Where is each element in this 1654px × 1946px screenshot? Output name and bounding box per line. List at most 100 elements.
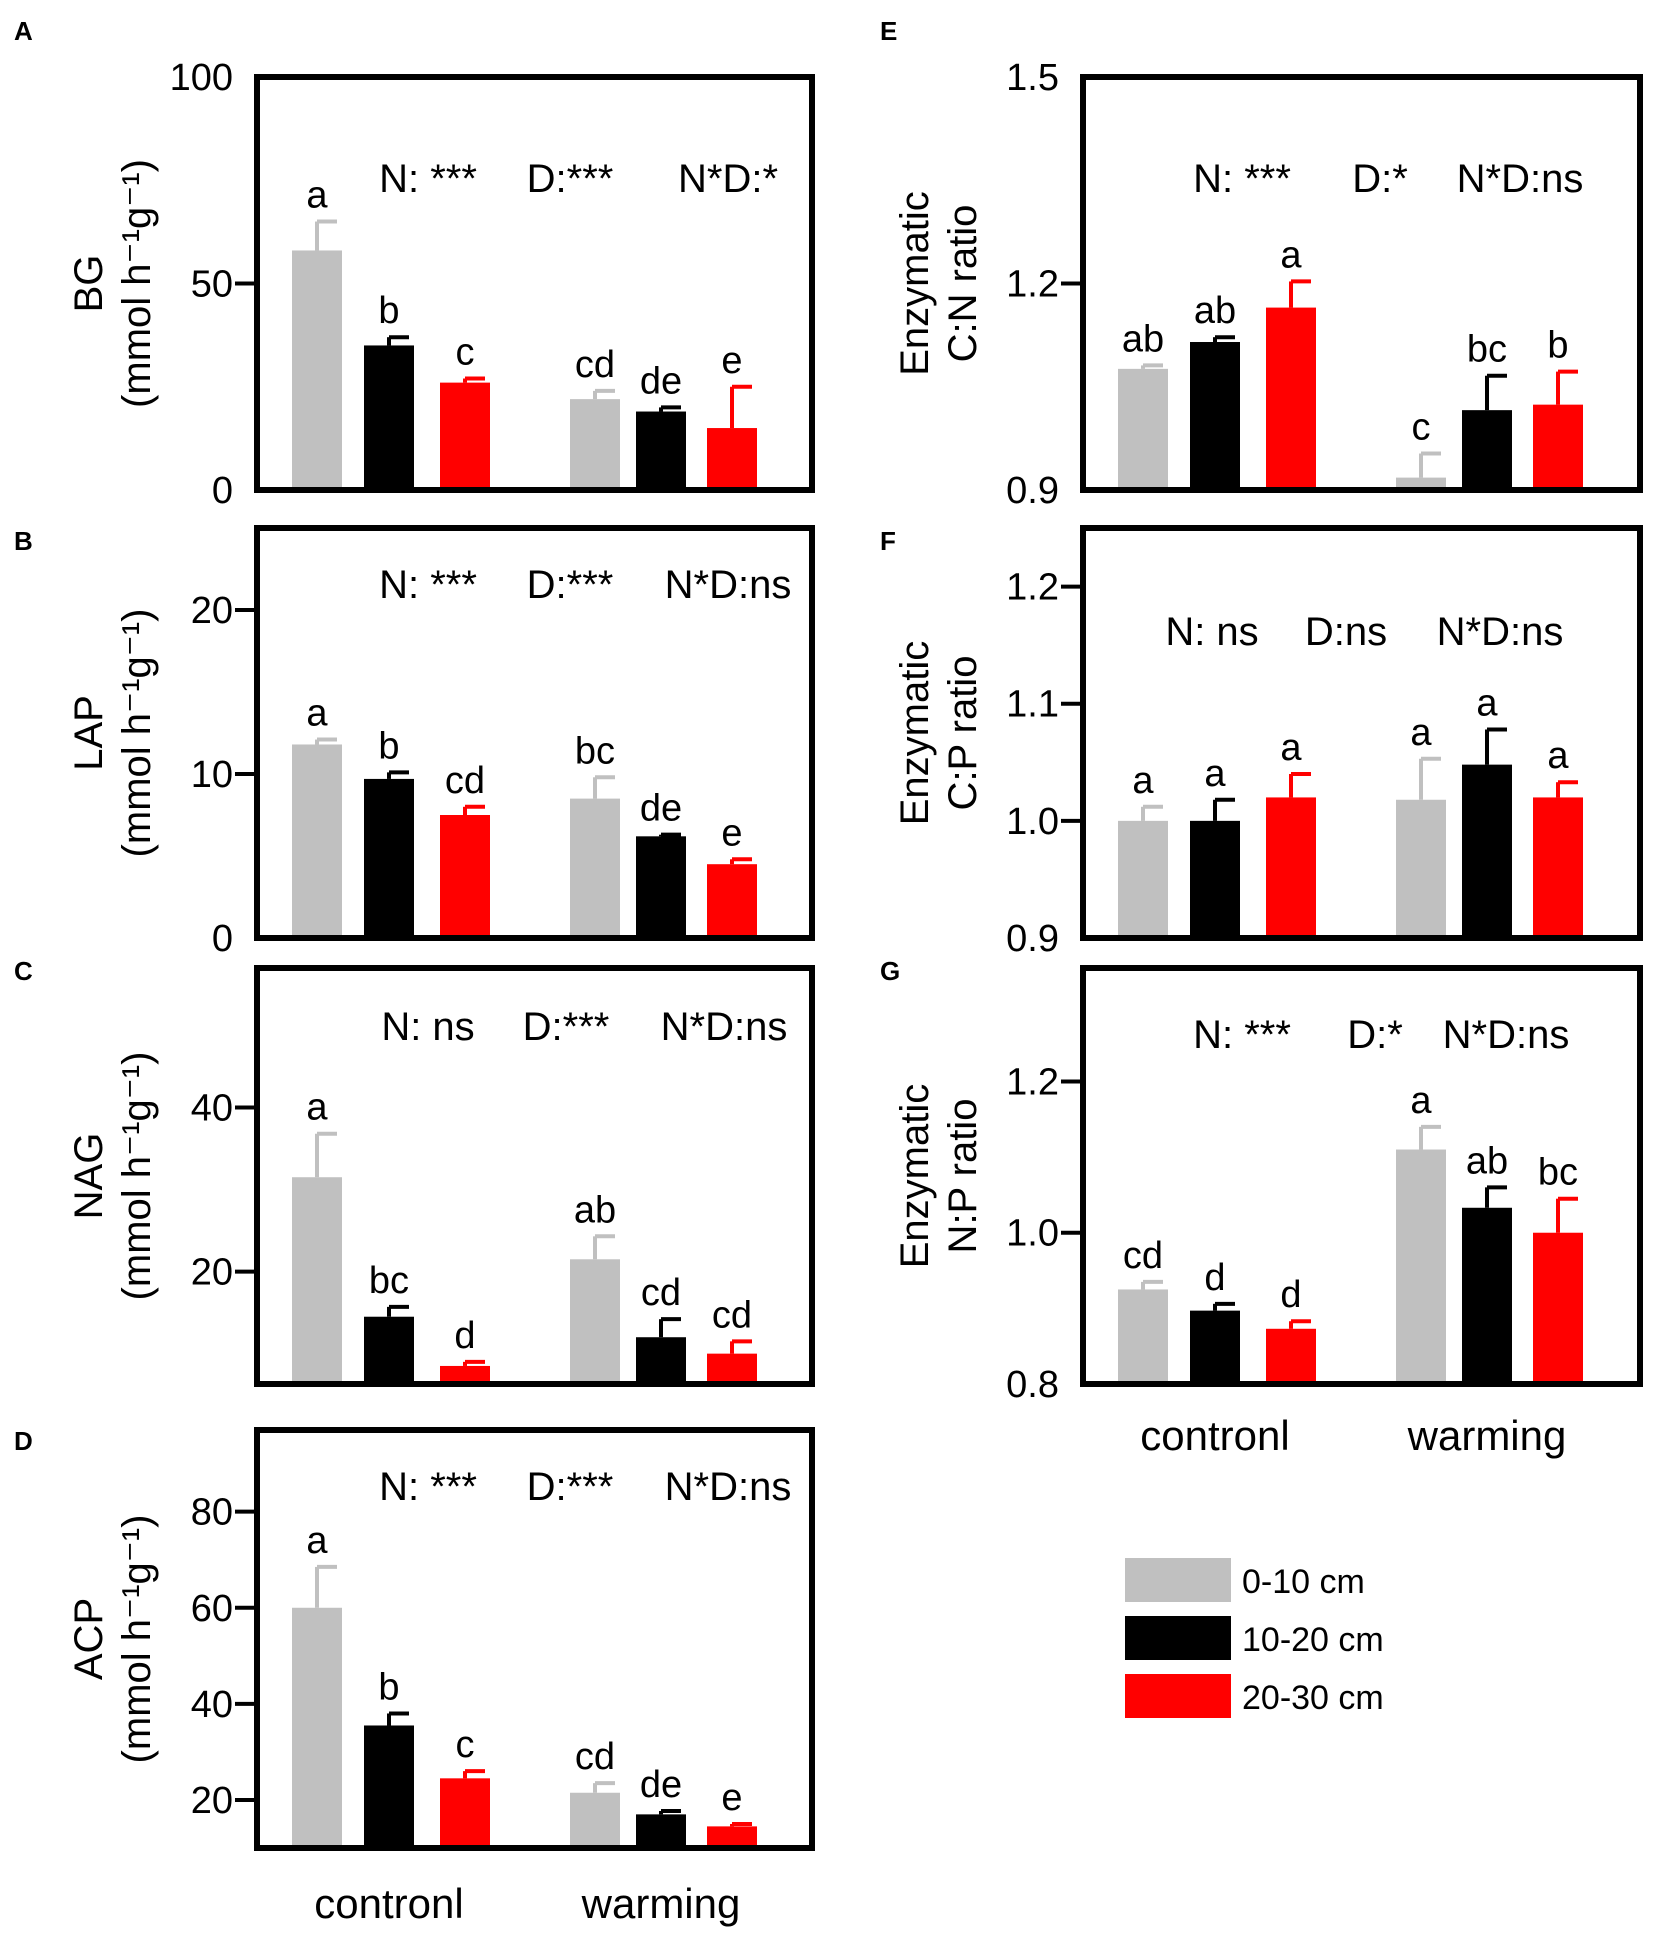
x-category-label: warming bbox=[581, 1880, 741, 1927]
x-category-label: contronl bbox=[1140, 1412, 1289, 1459]
bar bbox=[1118, 368, 1168, 490]
significance-letter: cd bbox=[575, 1736, 615, 1778]
bar bbox=[292, 250, 342, 490]
y-tick-label: 20 bbox=[191, 1780, 233, 1822]
legend-swatch bbox=[1125, 1558, 1231, 1602]
y-tick-label: 60 bbox=[191, 1588, 233, 1630]
plot-frame bbox=[254, 1427, 815, 1851]
y-tick-label: 100 bbox=[170, 57, 233, 99]
significance-letter: bc bbox=[369, 1260, 409, 1302]
stats-annotation: N: *** bbox=[1193, 1013, 1291, 1057]
significance-letter: a bbox=[306, 1520, 328, 1562]
stats-annotation: N*D:ns bbox=[1437, 610, 1564, 654]
significance-letter: de bbox=[640, 360, 682, 402]
y-axis-label-unit: (mmol h⁻¹g⁻¹) bbox=[115, 1052, 159, 1301]
significance-letter: a bbox=[1410, 1080, 1432, 1122]
y-tick-label: 1.2 bbox=[1006, 1061, 1059, 1103]
panel-b: Ba bc b de cd e 0 10 20 N: *** D:*** N*D:ns LAP (mmol… bbox=[14, 525, 815, 960]
bar bbox=[292, 1607, 342, 1848]
significance-letter: cd bbox=[575, 344, 615, 386]
stats-annotation: N: *** bbox=[379, 157, 477, 201]
legend-label: 10-20 cm bbox=[1242, 1621, 1384, 1659]
y-tick-label: 1.1 bbox=[1006, 684, 1059, 726]
significance-letter: e bbox=[721, 1777, 742, 1819]
y-axis-label-main: Enzymatic bbox=[893, 1084, 937, 1269]
plot-frame bbox=[254, 965, 815, 1387]
bar bbox=[707, 428, 757, 490]
x-category-label: contronl bbox=[314, 1880, 463, 1927]
y-axis-label: Enzymatic N:P ratio bbox=[893, 1084, 985, 1269]
y-axis-label-main: NAG bbox=[67, 1133, 111, 1220]
stats-annotation: N: ns bbox=[1165, 610, 1258, 654]
y-tick-label: 0 bbox=[212, 470, 233, 512]
y-tick-label: 0.9 bbox=[1006, 470, 1059, 512]
significance-letter: cd bbox=[445, 760, 485, 802]
bar bbox=[636, 836, 686, 938]
legend-swatch bbox=[1125, 1674, 1231, 1718]
stats-annotation: N: ns bbox=[381, 1005, 474, 1049]
legend-swatch bbox=[1125, 1616, 1231, 1660]
y-axis-label: BG (mmol h⁻¹g⁻¹) bbox=[67, 159, 159, 408]
significance-letter: e bbox=[721, 340, 742, 382]
y-axis-label-unit: C:N ratio bbox=[941, 205, 985, 363]
plot-frame bbox=[1080, 525, 1643, 941]
y-axis-label-main: Enzymatic bbox=[893, 641, 937, 826]
stats-annotation: N*D:ns bbox=[1443, 1013, 1570, 1057]
bar bbox=[570, 1259, 620, 1384]
y-tick-label: 0.9 bbox=[1006, 918, 1059, 960]
legend-label: 20-30 cm bbox=[1242, 1679, 1384, 1717]
bar bbox=[570, 1792, 620, 1848]
significance-letter: a bbox=[306, 175, 328, 217]
significance-letter: cd bbox=[712, 1294, 752, 1336]
y-tick-label: 40 bbox=[191, 1684, 233, 1726]
y-axis-label-main: ACP bbox=[67, 1598, 111, 1680]
bar bbox=[440, 382, 490, 490]
significance-letter: ab bbox=[1194, 290, 1236, 332]
y-tick-label: 20 bbox=[191, 590, 233, 632]
panel-a: Aa cd b de c e 0 50 100 N: *** D:*** N*D:* BG (mmol h… bbox=[14, 16, 815, 512]
significance-letter: b bbox=[378, 1666, 399, 1708]
panel-letter: G bbox=[880, 956, 900, 986]
significance-letter: bc bbox=[575, 730, 615, 772]
significance-letter: d bbox=[1280, 1274, 1301, 1316]
bar bbox=[1462, 410, 1512, 490]
stats-annotation: N: *** bbox=[1193, 157, 1291, 201]
significance-letter: a bbox=[1280, 234, 1302, 276]
stats-annotation: D:*** bbox=[527, 563, 614, 607]
y-tick-label: 80 bbox=[191, 1492, 233, 1534]
stats-annotation: D:ns bbox=[1305, 610, 1387, 654]
bar bbox=[707, 864, 757, 938]
significance-letter: a bbox=[1547, 735, 1569, 777]
bar bbox=[570, 399, 620, 490]
panel-f: Fa a a a a a 0.9 1.0 1.1 1.2 N: ns D:ns N*D:ns Enzyma… bbox=[880, 525, 1643, 960]
y-axis-label: Enzymatic C:P ratio bbox=[893, 641, 985, 826]
bar bbox=[636, 1814, 686, 1848]
bar bbox=[1266, 797, 1316, 938]
bar bbox=[1462, 1207, 1512, 1384]
y-axis-label-unit: (mmol h⁻¹g⁻¹) bbox=[115, 159, 159, 408]
significance-letter: ab bbox=[574, 1189, 616, 1231]
significance-letter: ab bbox=[1466, 1140, 1508, 1182]
significance-letter: a bbox=[306, 1087, 328, 1129]
panel-letter: E bbox=[880, 16, 897, 46]
bar bbox=[1118, 1289, 1168, 1384]
bar bbox=[292, 1177, 342, 1384]
bar bbox=[1396, 1149, 1446, 1384]
significance-letter: d bbox=[1204, 1257, 1225, 1299]
significance-letter: b bbox=[378, 290, 399, 332]
y-tick-label: 10 bbox=[191, 754, 233, 796]
y-axis-label-unit: N:P ratio bbox=[941, 1099, 985, 1254]
bar bbox=[440, 815, 490, 938]
stats-annotation: N: *** bbox=[379, 563, 477, 607]
bar bbox=[1396, 799, 1446, 938]
stats-annotation: N*D:ns bbox=[665, 1465, 792, 1509]
bar bbox=[364, 345, 414, 490]
bar bbox=[364, 1725, 414, 1848]
bar bbox=[364, 778, 414, 938]
panel-letter: A bbox=[14, 16, 33, 46]
stats-annotation: N*D:ns bbox=[661, 1005, 788, 1049]
significance-letter: e bbox=[721, 812, 742, 854]
stats-annotation: D:*** bbox=[523, 1005, 610, 1049]
panel-letter: F bbox=[880, 526, 896, 556]
